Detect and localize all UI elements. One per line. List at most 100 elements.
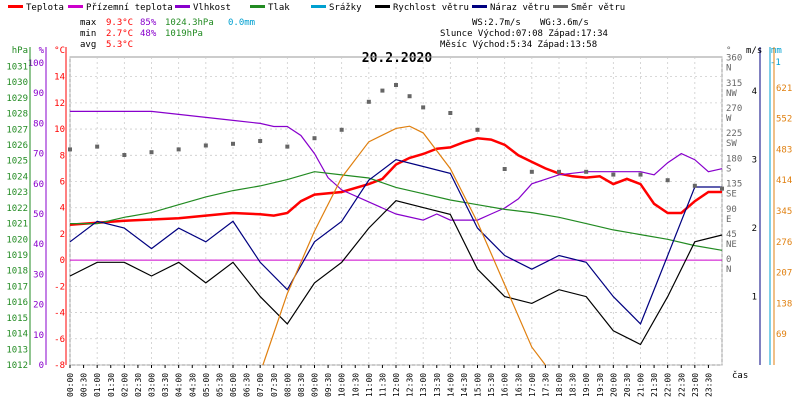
solar-tick: 621	[776, 84, 792, 94]
series	[68, 83, 724, 366]
direction-point	[421, 105, 426, 110]
chart-title: 20.2.2020	[362, 51, 433, 66]
x-tick-label: 02:30	[134, 373, 143, 397]
direction-point	[475, 127, 480, 132]
temperature-tick: 10	[54, 125, 65, 135]
series-slune-n-z-en--line	[262, 125, 546, 366]
direction-point	[611, 172, 616, 177]
humidity-tick: 90	[33, 89, 44, 99]
direction-point	[394, 83, 398, 87]
x-tick-label: 13:30	[433, 373, 442, 397]
legend-label-2: Vlhkost	[193, 3, 231, 13]
humidity-tick: 70	[33, 150, 44, 160]
x-tick-label: 11:00	[365, 373, 374, 397]
pressure-tick: 1019	[6, 251, 28, 261]
direction-tick-label: SW	[726, 139, 737, 149]
direction-point	[502, 167, 507, 171]
temperature-axis-unit: °C	[54, 46, 65, 56]
pressure-tick: 1012	[6, 361, 28, 371]
x-tick-label: 03:00	[148, 373, 157, 397]
temperature-tick: 2	[60, 230, 65, 240]
x-tick-label: 08:00	[283, 373, 292, 397]
legend-swatch-6	[472, 5, 487, 8]
direction-point	[584, 169, 589, 174]
x-tick-label: 07:00	[256, 373, 265, 397]
temperature-tick: 14	[54, 73, 65, 83]
x-tick-label: 10:30	[351, 373, 360, 397]
solar-tick: 207	[776, 269, 792, 279]
x-tick-label: 12:30	[406, 373, 415, 397]
axes: hPa1012101310141015101610171018101910201…	[6, 46, 792, 371]
x-tick-label: 06:00	[229, 373, 238, 397]
x-tick-label: 05:30	[215, 373, 224, 397]
x-tick-label: 18:00	[555, 373, 564, 397]
grid	[69, 56, 723, 366]
solar-tick: 276	[776, 238, 792, 248]
x-tick-label: 19:30	[596, 373, 605, 397]
stat-moon: Měsíc Východ:5:34 Západ:13:58	[440, 40, 597, 50]
pressure-tick: 1024	[6, 172, 28, 182]
legend-swatch-5	[375, 5, 390, 8]
temperature-tick: 4	[60, 204, 65, 214]
humidity-tick: 80	[33, 119, 44, 129]
stat-avg-temp: 5.3°C	[106, 40, 133, 50]
legend-label-7: Směr větru	[571, 3, 625, 13]
direction-point	[339, 127, 344, 132]
rain-tick: -1	[770, 58, 781, 68]
direction-axis-unit: °	[726, 46, 731, 56]
humidity-tick: 100	[28, 59, 44, 69]
pressure-tick: 1014	[6, 330, 28, 340]
x-tick-label: 15:00	[474, 373, 483, 397]
wind-tick: 1	[752, 293, 757, 303]
legend-label-6: Náraz větru	[490, 3, 550, 13]
humidity-tick: 60	[33, 180, 44, 190]
series-vlhkost-line	[70, 110, 723, 221]
series-tlak-line	[70, 171, 723, 251]
legend-swatch-4	[311, 5, 326, 8]
x-tick-label: 16:30	[514, 373, 523, 397]
wind-tick: 3	[752, 156, 757, 166]
legend-swatch-2	[175, 5, 190, 8]
pressure-tick: 1029	[6, 94, 28, 104]
direction-tick-deg: 360	[726, 54, 742, 64]
direction-tick-label: N	[726, 265, 731, 275]
direction-tick-label: N	[726, 64, 731, 74]
direction-point	[231, 141, 235, 146]
humidity-tick: 20	[33, 301, 44, 311]
x-tick-label: 09:30	[324, 373, 333, 397]
direction-point	[285, 144, 290, 149]
direction-tick-label: W	[726, 114, 732, 124]
direction-tick-label: S	[726, 164, 731, 174]
direction-tick-deg: 90	[726, 205, 737, 215]
direction-point	[665, 178, 670, 183]
direction-point	[68, 147, 72, 152]
stat-ws: WS:2.7m/s	[472, 18, 521, 28]
legend-swatch-3	[250, 5, 265, 8]
direction-tick-deg: 270	[726, 104, 742, 114]
pressure-axis-unit: hPa	[12, 46, 28, 56]
x-tick-label: 14:30	[460, 373, 469, 397]
humidity-tick: 30	[33, 270, 44, 280]
solar-tick: 138	[776, 299, 792, 309]
direction-point	[203, 143, 208, 148]
x-tick-label: 00:00	[66, 373, 75, 397]
pressure-tick: 1017	[6, 282, 28, 292]
x-tick-label: 14:00	[446, 373, 455, 397]
x-tick-label: 09:00	[311, 373, 320, 397]
direction-point	[529, 169, 534, 174]
wind-tick: 4	[752, 87, 757, 97]
stat-max-label: max	[80, 18, 97, 28]
solar-tick: 414	[776, 176, 792, 186]
stat-min-press: 1019hPa	[165, 29, 203, 39]
stats-panel: max 9.3°C 85% 1024.3hPa 0.0mm min 2.7°C …	[80, 18, 608, 50]
x-tick-label: 03:30	[161, 373, 170, 397]
x-tick-label: 06:30	[243, 373, 252, 397]
direction-tick-label: SE	[726, 190, 737, 200]
legend: Teplota Přízemní teplota Vlhkost Tlak Srážky…	[8, 3, 625, 13]
x-tick-label: 20:30	[623, 373, 632, 397]
stat-max-rain: 0.0mm	[228, 18, 255, 28]
temperature-tick: -2	[54, 282, 65, 292]
direction-tick-label: NW	[726, 89, 737, 99]
x-tick-label: 19:00	[582, 373, 591, 397]
